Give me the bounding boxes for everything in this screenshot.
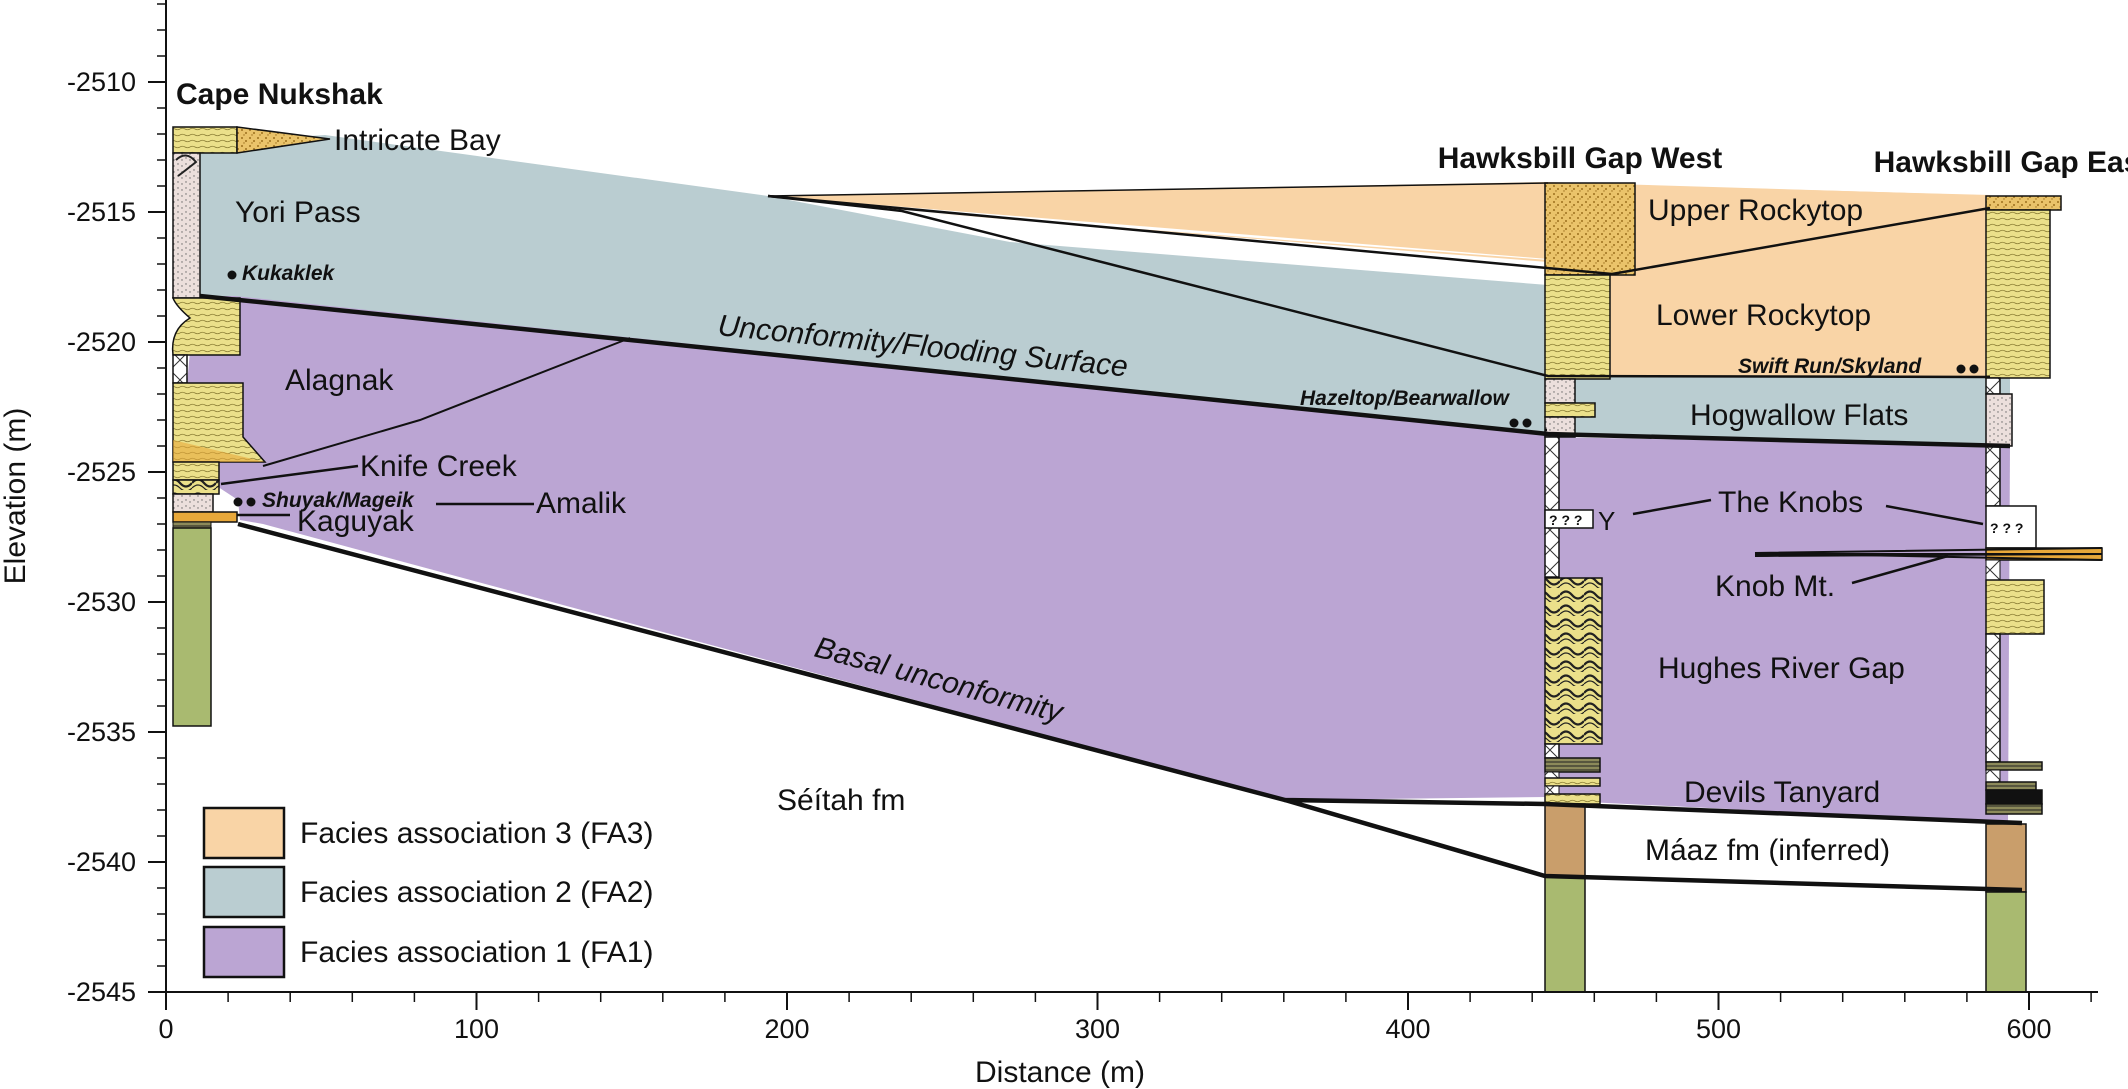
label-hogwallow-flats: Hogwallow Flats (1690, 399, 1908, 432)
basal-unconformity (237, 521, 2023, 826)
fa3-internal-boundary (767, 194, 1991, 276)
shuyak-dot-1 (233, 497, 243, 507)
x-axis-title: Distance (m) (975, 1056, 1145, 1089)
label-maaz: Máaz fm (inferred) (1645, 834, 1890, 867)
fa3-top-line (767, 182, 1549, 197)
bed-markers (227, 270, 1979, 507)
x-tick-label: 500 (1696, 1014, 1741, 1044)
fa2-fa3-boundary (767, 194, 1991, 379)
fa1-area-west (180, 282, 1548, 800)
hazeltop-dot-1 (1509, 418, 1519, 428)
unconformity-flooding-surface (199, 293, 2011, 449)
uncertain-east: ? ? ? (1990, 520, 2023, 536)
label-devils-tanyard: Devils Tanyard (1684, 776, 1880, 809)
leader-lines (220, 428, 1984, 585)
legend-swatch-fa1 (202, 925, 286, 979)
section-title-hawksbill-gap-east: Hawksbill Gap East (1874, 146, 2128, 179)
section-title-hawksbill-gap-west: Hawksbill Gap West (1438, 142, 1723, 175)
x-tick-label: 0 (158, 1014, 173, 1044)
label-amalik: Amalik (536, 487, 627, 520)
label-the-knobs: The Knobs (1718, 486, 1863, 519)
y-tick-label: -2515 (67, 197, 136, 227)
label-lower-rockytop: Lower Rockytop (1656, 299, 1871, 332)
label-seitah: Séítah fm (777, 784, 905, 817)
y-tick-label: -2525 (67, 457, 136, 487)
section-title-cape-nukshak: Cape Nukshak (176, 78, 383, 111)
knobs-leader-west (1632, 498, 1712, 516)
x-tick-label: 600 (2006, 1014, 2051, 1044)
label-intricate-bay: Intricate Bay (334, 124, 501, 157)
legend-swatch-fa3 (202, 806, 286, 860)
label-alagnak: Alagnak (285, 364, 394, 397)
label-hughes-river-gap: Hughes River Gap (1658, 652, 1905, 685)
label-shuyak-mageik: Shuyak/Mageik (262, 489, 415, 512)
legend-label-fa1: Facies association 1 (FA1) (300, 936, 653, 969)
maaz-top-boundary (1284, 797, 2023, 893)
column-cape-nukshak (171, 126, 331, 727)
kukaklek-dot (227, 270, 237, 280)
swift-run-dot-1 (1956, 364, 1966, 374)
knobs-leader-east (1885, 504, 1984, 526)
x-tick-label: 300 (1075, 1014, 1120, 1044)
label-kaguyak: Kaguyak (297, 505, 415, 538)
label-swift-run-skyland: Swift Run/Skyland (1738, 355, 1922, 378)
knob-mt-leader (1851, 554, 1949, 585)
label-knob-mt: Knob Mt. (1715, 570, 1835, 603)
label-kukaklek: Kukaklek (242, 262, 336, 285)
y-axis-title: Elevation (m) (0, 408, 32, 585)
legend-swatch-fa2 (202, 865, 286, 919)
label-upper-rockytop: Upper Rockytop (1648, 194, 1863, 227)
y-tick-label: -2530 (67, 587, 136, 617)
y-tick-label: -2545 (67, 977, 136, 1007)
x-tick-label: 200 (764, 1014, 809, 1044)
legend-label-fa3: Facies association 3 (FA3) (300, 817, 653, 850)
y-tick-label: -2540 (67, 847, 136, 877)
label-yori-pass: Yori Pass (235, 196, 361, 229)
fa3-area-wedge (768, 182, 2010, 259)
x-tick-label: 400 (1385, 1014, 1430, 1044)
uncertain-west: ? ? ? (1549, 512, 1582, 528)
legend: Facies association 3 (FA3) Facies associ… (202, 806, 653, 979)
shuyak-dot-2 (246, 497, 256, 507)
alagnak-boundary (262, 337, 631, 467)
hazeltop-dot-2 (1522, 418, 1532, 428)
y-tick-label: -2510 (67, 67, 136, 97)
uncertain-west-symbol: Y (1598, 506, 1615, 536)
label-knife-creek: Knife Creek (360, 450, 518, 483)
column-hawksbill-west (1544, 182, 1636, 993)
label-hazeltop-bearwallow: Hazeltop/Bearwallow (1300, 387, 1511, 410)
swift-run-dot-2 (1969, 364, 1979, 374)
fa1-area-east (1548, 437, 2010, 823)
legend-label-fa2: Facies association 2 (FA2) (300, 876, 653, 909)
y-tick-label: -2520 (67, 327, 136, 357)
y-tick-label: -2535 (67, 717, 136, 747)
knife-creek-leader (220, 464, 359, 486)
knob-mt-outline (1754, 547, 2103, 561)
boundary-lines (199, 182, 2103, 893)
fa2-area (196, 135, 2010, 446)
x-tick-label: 100 (454, 1014, 499, 1044)
column-hawksbill-east (1985, 195, 2103, 993)
